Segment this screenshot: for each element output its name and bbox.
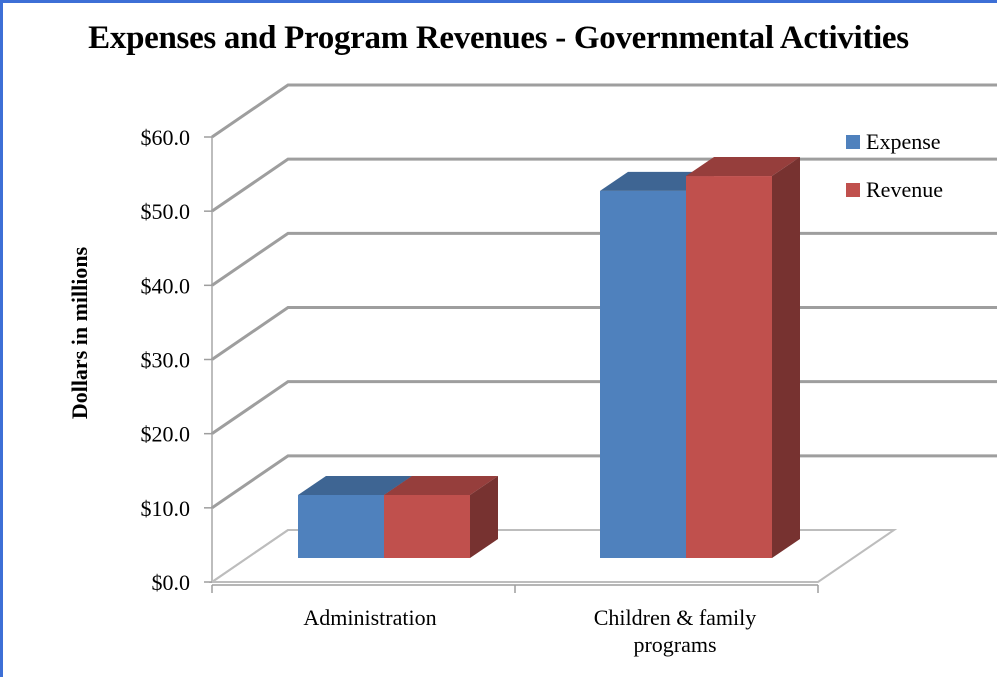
chart-title: Expenses and Program Revenues - Governme… [88, 20, 909, 56]
gridline [211, 83, 997, 139]
bar-revenue-1 [384, 475, 498, 558]
x-tick-label-administration: Administration [303, 605, 437, 630]
bar-top [384, 475, 498, 495]
legend-swatch-expense [846, 135, 860, 149]
legend-item-expense: Expense [846, 129, 943, 154]
bar-front [384, 494, 470, 558]
bar-front [600, 190, 686, 558]
bar-side [470, 475, 498, 558]
legend-swatch-revenue [846, 183, 860, 197]
y-tick-label: $0.0 [152, 570, 191, 595]
x-tick-label-children-family: Children & family programs [593, 605, 757, 657]
legend-item-revenue: Revenue [846, 177, 943, 202]
legend-label-expense: Expense [866, 129, 941, 154]
y-tick-label: $50.0 [141, 199, 191, 224]
bar-top [686, 157, 800, 177]
bar-side [772, 157, 800, 558]
bar-front [686, 176, 772, 558]
bar-top [298, 475, 412, 495]
bar-top [600, 171, 714, 191]
side-wall-bottom-edge [211, 529, 289, 583]
y-tick-label: $60.0 [141, 125, 191, 150]
y-tick-label: $40.0 [141, 273, 191, 298]
legend: Expense Revenue [846, 129, 943, 226]
y-tick-label: $20.0 [141, 422, 191, 447]
y-tick-label: $30.0 [141, 348, 191, 373]
y-tick-label: $10.0 [141, 496, 191, 521]
bar-revenue-2 [686, 157, 800, 558]
bar-front [298, 494, 384, 558]
legend-label-revenue: Revenue [866, 177, 943, 202]
